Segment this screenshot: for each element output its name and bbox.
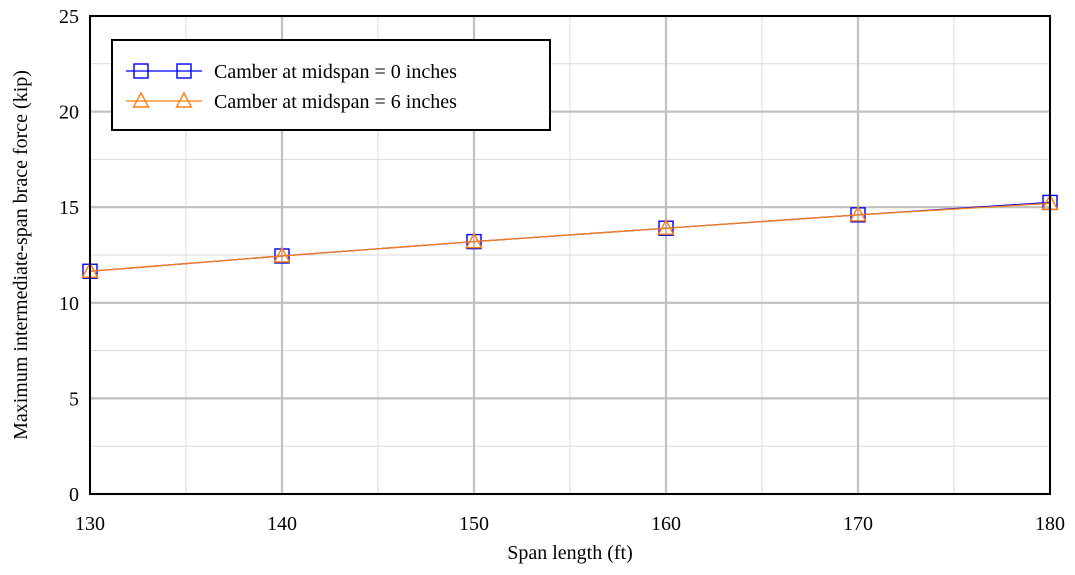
x-tick-label: 180 bbox=[1035, 513, 1065, 535]
y-tick-label: 5 bbox=[69, 388, 79, 410]
legend-label-camber-6: Camber at midspan = 6 inches bbox=[214, 91, 457, 113]
legend-entry-camber-0: Camber at midspan = 0 inches bbox=[126, 61, 457, 83]
legend-triangle-marker bbox=[132, 91, 150, 108]
series-layer bbox=[81, 193, 1059, 279]
x-tick-label: 130 bbox=[75, 513, 105, 535]
data-point-triangle bbox=[657, 218, 675, 235]
series-1 bbox=[81, 193, 1059, 278]
x-tick-label: 170 bbox=[843, 513, 873, 535]
data-point-triangle bbox=[273, 246, 291, 263]
legend-square-marker bbox=[133, 63, 149, 79]
plot-frame bbox=[89, 15, 1051, 495]
data-point-triangle bbox=[849, 205, 867, 222]
legend-triangle-marker bbox=[175, 91, 193, 108]
y-tick-label: 25 bbox=[59, 6, 79, 28]
legend-label-camber-0: Camber at midspan = 0 inches bbox=[214, 61, 457, 83]
y-tick-label: 20 bbox=[59, 102, 79, 124]
x-tick-label: 160 bbox=[651, 513, 681, 535]
legend-entry-camber-6: Camber at midspan = 6 inches bbox=[126, 91, 457, 113]
x-tick-label: 150 bbox=[459, 513, 489, 535]
series-line bbox=[89, 202, 1051, 272]
y-axis-ticks: 0 5 10 15 20 25 bbox=[59, 6, 79, 506]
legend-square-marker bbox=[176, 63, 192, 79]
legend: Camber at midspan = 0 inches Camber at m… bbox=[111, 39, 551, 131]
data-point-triangle bbox=[465, 232, 483, 249]
y-tick-label: 10 bbox=[59, 293, 79, 315]
y-tick-label: 15 bbox=[59, 197, 79, 219]
y-tick-label: 0 bbox=[69, 484, 79, 506]
x-axis-ticks: 130 140 150 160 170 180 bbox=[75, 513, 1065, 535]
legend-box bbox=[111, 39, 551, 131]
x-axis-title: Span length (ft) bbox=[507, 542, 633, 564]
x-tick-label: 140 bbox=[267, 513, 297, 535]
y-axis-title: Maximum intermediate-span brace force (k… bbox=[10, 70, 32, 440]
